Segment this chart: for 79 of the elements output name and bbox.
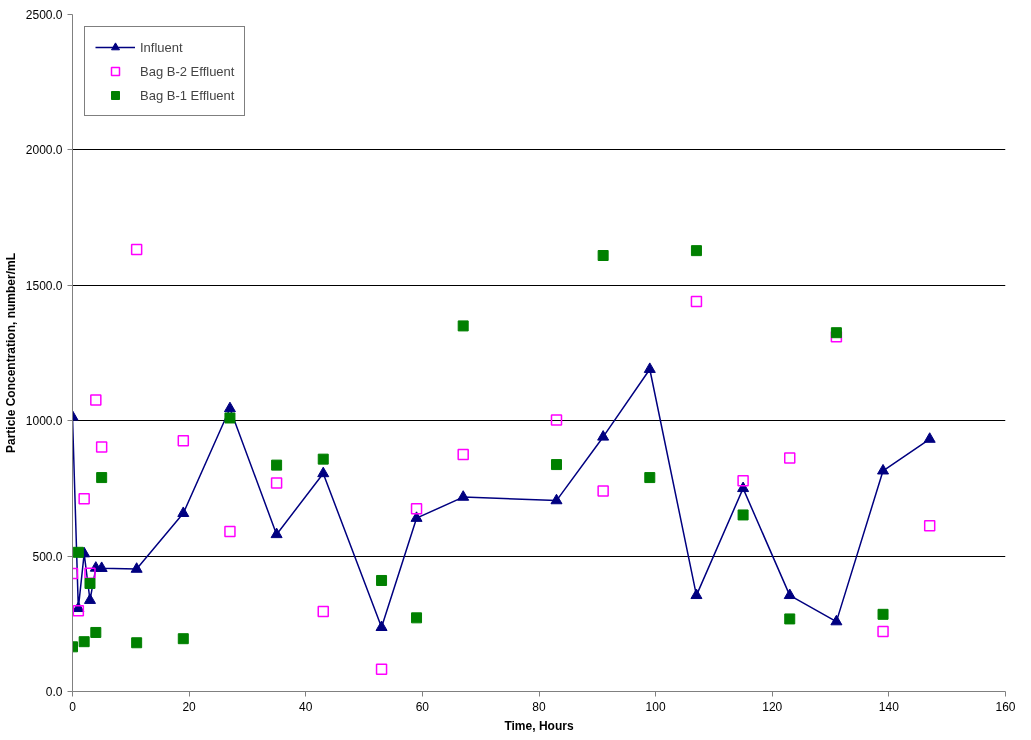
point (90, 394, 102, 406)
legend-label: Influent (140, 39, 183, 55)
point (130, 243, 143, 256)
point (457, 490, 470, 501)
point (224, 412, 236, 424)
point (737, 509, 749, 521)
point (923, 432, 936, 443)
point (597, 250, 609, 262)
x-tick-label: 100 (645, 699, 666, 714)
point (550, 414, 563, 426)
x-tick-label: 20 (182, 699, 197, 714)
x-tick-label: 0 (69, 699, 77, 714)
point (923, 520, 936, 532)
point (690, 588, 703, 600)
point (411, 612, 423, 624)
point (410, 502, 423, 515)
point (784, 613, 796, 625)
y-tick-label: 0.0 (45, 685, 63, 699)
point (270, 527, 283, 539)
point (597, 485, 609, 497)
point (690, 295, 703, 308)
point (644, 472, 656, 484)
point (270, 477, 283, 489)
y-tick-label: 1500.0 (25, 278, 63, 293)
point (375, 620, 388, 631)
point (90, 626, 102, 638)
point (78, 636, 90, 648)
point (830, 327, 842, 339)
x-tick-label: 60 (415, 699, 430, 714)
point (376, 574, 388, 586)
x-tick-label: 160 (995, 699, 1016, 714)
legend-label: Bag B-1 Effluent (140, 87, 235, 103)
x-tick-label: 120 (762, 699, 783, 714)
point (72, 546, 84, 558)
point (410, 511, 423, 522)
y-tick-label: 500.0 (32, 549, 63, 564)
point (72, 605, 85, 617)
point (643, 362, 656, 373)
point (223, 401, 236, 413)
y-tick-label: 2000.0 (25, 143, 63, 158)
x-axis-title: Time, Hours (504, 718, 574, 733)
point (317, 605, 329, 618)
x-tick-label: 140 (878, 699, 900, 714)
point (877, 463, 890, 475)
point (550, 493, 563, 505)
point (317, 453, 329, 465)
point (130, 562, 143, 573)
point (783, 452, 796, 464)
point (177, 506, 190, 517)
point (224, 525, 236, 538)
point (84, 567, 96, 579)
point (78, 492, 90, 505)
y-tick-label: 1000.0 (25, 414, 63, 429)
x-tick-label: 80 (532, 699, 546, 714)
legend-label: Bag B-2 Effluent (140, 63, 235, 79)
point (83, 593, 96, 604)
point (877, 608, 889, 620)
point (457, 448, 469, 461)
point (830, 614, 843, 626)
point (317, 466, 330, 478)
x-tick-label: 40 (299, 699, 313, 714)
point (737, 475, 749, 487)
point (84, 577, 96, 589)
y-tick-label: 2500.0 (25, 8, 63, 22)
point (95, 441, 108, 453)
point (375, 663, 388, 676)
point (877, 625, 889, 638)
point (177, 434, 190, 447)
point (271, 459, 283, 471)
point (131, 637, 143, 649)
point (783, 588, 796, 600)
y-axis-title: Particle Concentration, number/mL (3, 252, 18, 454)
point (96, 472, 108, 484)
point (177, 633, 189, 645)
point (690, 245, 702, 257)
point (550, 459, 562, 471)
point (95, 561, 108, 572)
point (597, 430, 610, 441)
point (457, 320, 469, 332)
